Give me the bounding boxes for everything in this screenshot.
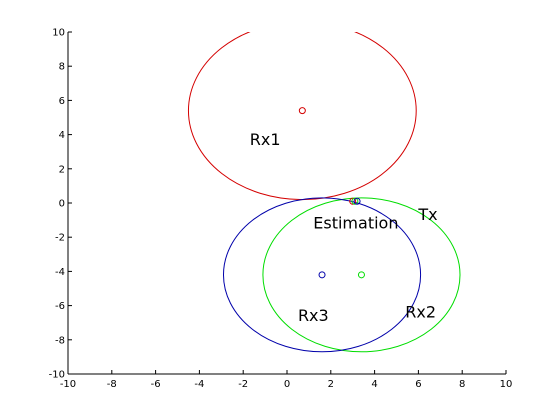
- x-tick-label: -6: [151, 379, 161, 390]
- x-tick-label: 10: [500, 379, 513, 390]
- receiver-marker-1: [298, 107, 306, 115]
- x-tick-label: -2: [238, 379, 248, 390]
- y-tick-label: 2: [59, 164, 65, 175]
- y-tick-label: 0: [59, 199, 65, 210]
- y-tick-label: -4: [55, 267, 65, 278]
- y-tick-label: -8: [55, 335, 65, 346]
- range-circle-2: [262, 197, 461, 353]
- y-tick-label: 4: [59, 130, 65, 141]
- y-tick-label: 10: [52, 28, 65, 39]
- receiver-marker-2: [357, 271, 365, 279]
- estimation-point-1: [349, 197, 357, 205]
- x-tick-label: -10: [60, 379, 76, 390]
- x-tick-label: 2: [328, 379, 334, 390]
- axes: -10 -8 -6 -4 -2 0 2 4 6 8 10 -10 -8 -6 -4 -2 0 2 4 6 8 10: [49, 28, 513, 391]
- annotation-layer: Rx1 Estimation Tx Rx3 Rx2: [250, 130, 438, 325]
- y-tick-label: 6: [59, 96, 65, 107]
- x-tick-label: 0: [284, 379, 290, 390]
- circle-layer: [187, 32, 461, 353]
- y-tick-label: -6: [55, 301, 65, 312]
- x-tick-label: 6: [415, 379, 421, 390]
- y-tick-label: 8: [59, 62, 65, 73]
- x-tick-label: 4: [371, 379, 377, 390]
- point-layer: [349, 197, 361, 205]
- annotation-rx2: Rx2: [405, 303, 436, 322]
- range-circle-3: [222, 197, 422, 353]
- annotation-tx: Tx: [417, 205, 437, 224]
- estimation-point-2: [351, 197, 359, 205]
- annotation-estimation: Estimation: [313, 214, 398, 233]
- estimation-point-3: [353, 197, 361, 205]
- x-tick-label: -8: [107, 379, 117, 390]
- receiver-marker-3: [318, 271, 326, 279]
- annotation-rx3: Rx3: [298, 306, 329, 325]
- x-tick-label: 8: [459, 379, 465, 390]
- annotation-rx1: Rx1: [250, 130, 281, 149]
- range-circle-1: [187, 32, 417, 201]
- x-tick-label: -4: [194, 379, 204, 390]
- y-tick-label: -10: [49, 370, 65, 381]
- y-tick-label: -2: [55, 233, 65, 244]
